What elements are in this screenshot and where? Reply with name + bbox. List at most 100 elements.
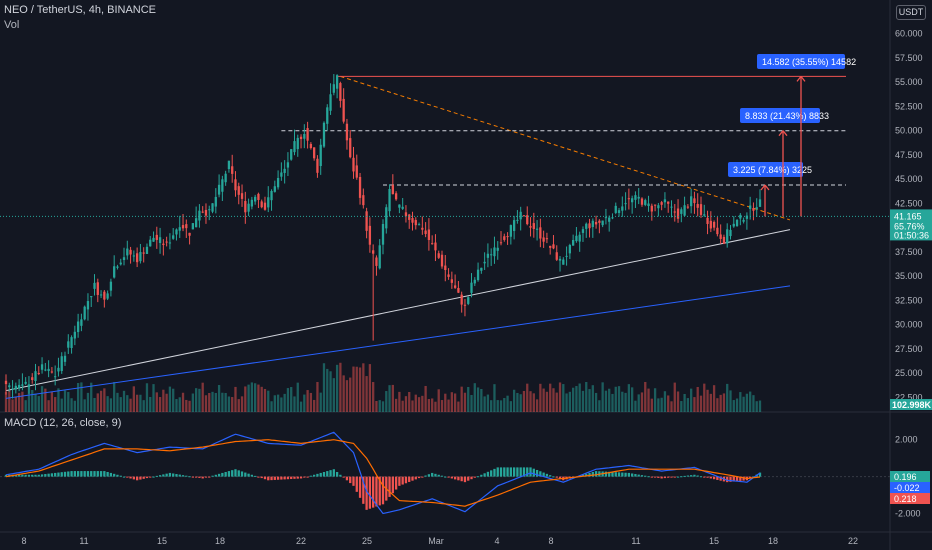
candle-body [208,209,211,211]
candle-body [90,296,93,298]
volume-bar [198,388,201,412]
macd-histogram-bar [24,474,27,477]
volume-bar [276,394,280,412]
candle-body [260,201,263,208]
macd-histogram-bar [365,476,368,510]
time-tick-label: 4 [494,536,499,546]
volume-bar [703,383,706,412]
volume-bar [555,392,558,412]
volume-bar [316,381,319,412]
volume-bar [562,384,565,412]
volume-bar [201,382,204,412]
macd-histogram-bar [34,474,37,477]
macd-histogram-bar [499,467,503,477]
macd-tick-label: -2.000 [895,509,921,519]
candle-body [191,223,195,230]
macd-histogram-bar [57,472,60,477]
macd-histogram-bar [27,474,31,477]
currency-badge[interactable]: USDT [896,5,926,20]
macd-histogram-bar [388,476,391,497]
candle-body [96,282,99,295]
candle-body [591,220,594,228]
volume-bar [414,394,417,412]
macd-histogram-bar [214,474,217,477]
volume-bar [175,399,178,412]
macd-histogram-bar [457,476,460,481]
macd-histogram-bar [627,472,631,477]
macd-histogram-bar [113,473,116,477]
volume-bar [532,393,535,412]
hist-value-badge [890,493,930,504]
volume-bar [503,398,506,412]
price-tick-label: 60.000 [895,29,923,39]
candle-body [716,227,719,235]
macd-histogram-bar [155,475,158,477]
macd-histogram-bar [234,469,237,477]
candle-body [181,225,185,229]
macd-histogram-bar [54,472,57,477]
volume-bar [608,388,611,412]
macd-histogram-bar [712,476,716,480]
candle-body [99,294,103,296]
candle-body [562,259,565,265]
volume-bar [257,384,260,412]
candle-body [211,203,214,212]
volume-bar [617,386,621,412]
candle-body [440,254,444,267]
candle-body [493,247,496,257]
macd-histogram-bar [181,475,185,477]
volume-bar [467,386,470,412]
candle-body [398,204,401,208]
macd-histogram-bar [660,476,663,479]
volume-bar [109,398,113,412]
candle-body [686,206,690,208]
candle-body [611,217,614,219]
candle-body [490,254,493,256]
macd-histogram-bar [4,474,8,477]
volume-bar [670,401,673,412]
volume-bar [293,396,296,412]
volume-bar [260,386,263,412]
candle-body [329,94,332,111]
macd-histogram-bar [608,471,611,477]
candle-body [139,252,142,262]
candle-body [188,232,191,236]
time-tick-label: 8 [548,536,553,546]
macd-histogram-bar [93,471,96,477]
macd-histogram-bar [686,475,690,477]
volume-bar [506,395,509,412]
volume-bar [690,388,693,412]
candle-body [509,225,512,237]
change-percent-label: 65.76% [894,221,925,231]
time-tick-label: 15 [157,536,167,546]
volume-bar [542,388,545,412]
macd-histogram-bar [647,476,650,478]
volume-bar [539,383,542,412]
candle-body [690,196,693,207]
volume-bar [378,400,381,412]
macd-histogram-bar [732,476,735,482]
macd-histogram-bar [362,476,365,504]
candle-body [594,222,598,225]
volume-bar [545,391,549,412]
time-tick-label: 11 [79,536,88,546]
volume-bar [571,387,575,412]
macd-histogram-bar [257,476,260,478]
measure-label-box [728,162,803,177]
volume-bar [427,399,431,412]
volume-value-label: 102.998K [892,400,932,410]
candle-body [316,158,319,173]
volume-bar [473,383,476,412]
volume-bar [483,396,486,412]
candle-body [309,143,313,149]
macd-histogram-bar [758,472,762,477]
macd-histogram-bar [381,476,385,505]
candle-body [447,274,450,277]
candle-body [247,203,250,212]
macd-histogram-bar [414,476,417,480]
volume-bar [732,400,735,412]
macd-histogram-bar [709,476,712,479]
candle-body [637,196,640,199]
macd-histogram-bar [404,476,408,484]
